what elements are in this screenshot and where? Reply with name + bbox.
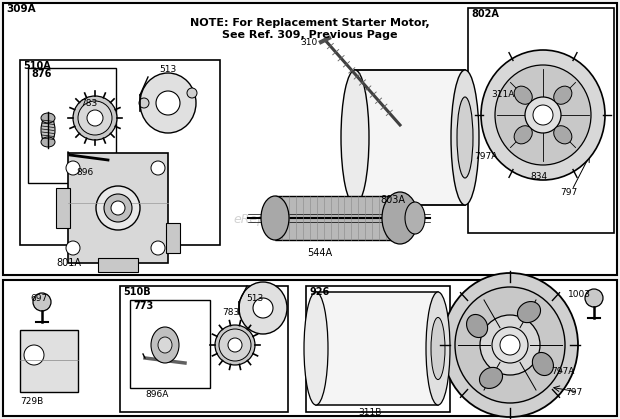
Ellipse shape (41, 113, 55, 123)
Ellipse shape (228, 338, 242, 352)
Bar (166, 223, 180, 253)
Bar (56, 188, 70, 228)
Text: 896A: 896A (145, 390, 169, 399)
Text: 311A: 311A (491, 90, 515, 99)
Ellipse shape (261, 196, 289, 240)
Ellipse shape (514, 86, 532, 104)
Ellipse shape (253, 298, 273, 318)
Text: 1003: 1003 (568, 290, 591, 299)
Ellipse shape (78, 101, 112, 135)
Ellipse shape (151, 241, 165, 255)
Ellipse shape (304, 292, 328, 405)
Ellipse shape (479, 367, 503, 388)
Text: 544A: 544A (308, 248, 332, 258)
Text: 797A: 797A (474, 152, 497, 161)
Text: 513: 513 (159, 65, 177, 74)
Ellipse shape (533, 105, 553, 125)
Text: 310: 310 (301, 38, 318, 47)
Ellipse shape (111, 201, 125, 215)
Text: NOTE: For Replacement Starter Motor,: NOTE: For Replacement Starter Motor, (190, 18, 430, 28)
Ellipse shape (405, 202, 425, 234)
Text: 797A: 797A (551, 367, 574, 376)
Text: 783: 783 (80, 99, 97, 108)
Bar (28, 68, 116, 183)
Text: 797: 797 (560, 188, 577, 197)
Ellipse shape (451, 70, 479, 205)
Ellipse shape (426, 292, 450, 405)
Ellipse shape (239, 282, 287, 334)
Text: 834: 834 (530, 172, 547, 181)
Ellipse shape (495, 65, 591, 165)
Text: See Ref. 309, Previous Page: See Ref. 309, Previous Page (222, 30, 398, 40)
Ellipse shape (554, 86, 572, 104)
Bar (20, 330, 78, 392)
Text: 896: 896 (76, 168, 94, 177)
Ellipse shape (518, 302, 541, 323)
Bar (130, 300, 210, 388)
Ellipse shape (73, 96, 117, 140)
Text: 926: 926 (309, 287, 329, 297)
Ellipse shape (492, 327, 528, 363)
Ellipse shape (66, 241, 80, 255)
Ellipse shape (139, 98, 149, 108)
Ellipse shape (41, 137, 55, 147)
Ellipse shape (455, 287, 565, 403)
Bar (3, 3, 617, 275)
Ellipse shape (158, 337, 172, 353)
Ellipse shape (104, 194, 132, 222)
Text: 697: 697 (30, 294, 47, 303)
Text: 876: 876 (31, 69, 51, 79)
Bar (355, 70, 465, 205)
Bar (120, 286, 288, 412)
Text: 801A: 801A (56, 258, 81, 268)
Ellipse shape (215, 325, 255, 365)
Ellipse shape (533, 352, 554, 375)
Ellipse shape (341, 70, 369, 205)
Ellipse shape (442, 273, 578, 417)
Ellipse shape (140, 73, 196, 133)
Text: 311B: 311B (358, 408, 382, 417)
Bar (316, 292, 438, 405)
Bar (68, 153, 168, 263)
Ellipse shape (151, 161, 165, 175)
Ellipse shape (219, 329, 251, 361)
Ellipse shape (467, 315, 487, 338)
Ellipse shape (525, 97, 561, 133)
Ellipse shape (500, 335, 520, 355)
Text: eReplacementParts.com: eReplacementParts.com (234, 214, 386, 227)
Text: 803A: 803A (381, 195, 405, 205)
Ellipse shape (187, 88, 197, 98)
Bar (3, 280, 617, 416)
Text: 773: 773 (133, 301, 153, 311)
Ellipse shape (156, 91, 180, 115)
Text: 802A: 802A (471, 9, 499, 19)
Ellipse shape (151, 327, 179, 363)
Text: 510A: 510A (23, 61, 51, 71)
Ellipse shape (96, 186, 140, 230)
Ellipse shape (585, 289, 603, 307)
Ellipse shape (514, 126, 532, 144)
Bar (275, 196, 400, 240)
Bar (468, 8, 614, 233)
Ellipse shape (33, 293, 51, 311)
Text: 783: 783 (222, 308, 239, 317)
Ellipse shape (554, 126, 572, 144)
Text: 797: 797 (565, 388, 582, 397)
Bar (98, 258, 138, 272)
Ellipse shape (481, 50, 605, 180)
Ellipse shape (382, 192, 418, 244)
Text: 510B: 510B (123, 287, 151, 297)
Ellipse shape (66, 161, 80, 175)
Ellipse shape (87, 110, 103, 126)
Text: 309A: 309A (6, 4, 35, 14)
Ellipse shape (431, 318, 445, 380)
Ellipse shape (24, 345, 44, 365)
Text: 729B: 729B (20, 397, 43, 406)
Text: 513: 513 (246, 294, 264, 303)
Bar (20, 60, 220, 245)
Ellipse shape (480, 315, 540, 375)
Ellipse shape (457, 97, 473, 178)
Ellipse shape (41, 116, 55, 144)
Bar (306, 286, 450, 412)
